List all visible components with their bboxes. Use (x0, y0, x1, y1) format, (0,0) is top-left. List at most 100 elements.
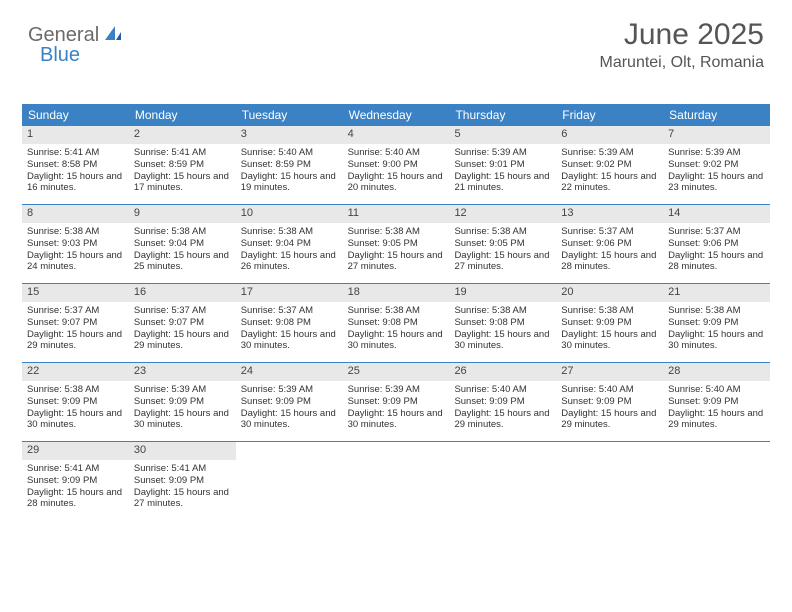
daylight-line: Daylight: 15 hours and 20 minutes. (348, 171, 445, 195)
sunset-line: Sunset: 9:09 PM (27, 396, 124, 408)
day-body: Sunrise: 5:38 AMSunset: 9:05 PMDaylight:… (449, 223, 556, 279)
day-cell (449, 442, 556, 520)
day-cell: 23Sunrise: 5:39 AMSunset: 9:09 PMDayligh… (129, 363, 236, 441)
day-number: 16 (129, 284, 236, 302)
day-body: Sunrise: 5:37 AMSunset: 9:08 PMDaylight:… (236, 302, 343, 358)
day-cell: 14Sunrise: 5:37 AMSunset: 9:06 PMDayligh… (663, 205, 770, 283)
daylight-line: Daylight: 15 hours and 30 minutes. (561, 329, 658, 353)
sunrise-line: Sunrise: 5:37 AM (134, 305, 231, 317)
sunrise-line: Sunrise: 5:40 AM (668, 384, 765, 396)
day-number: 24 (236, 363, 343, 381)
day-body: Sunrise: 5:39 AMSunset: 9:09 PMDaylight:… (129, 381, 236, 437)
day-body: Sunrise: 5:38 AMSunset: 9:08 PMDaylight:… (343, 302, 450, 358)
day-cell: 22Sunrise: 5:38 AMSunset: 9:09 PMDayligh… (22, 363, 129, 441)
day-cell: 9Sunrise: 5:38 AMSunset: 9:04 PMDaylight… (129, 205, 236, 283)
day-body: Sunrise: 5:39 AMSunset: 9:09 PMDaylight:… (343, 381, 450, 437)
day-header-fri: Friday (556, 104, 663, 126)
daylight-line: Daylight: 15 hours and 29 minutes. (561, 408, 658, 432)
sunrise-line: Sunrise: 5:37 AM (668, 226, 765, 238)
sunset-line: Sunset: 9:07 PM (134, 317, 231, 329)
sunrise-line: Sunrise: 5:38 AM (27, 384, 124, 396)
sunrise-line: Sunrise: 5:41 AM (134, 463, 231, 475)
day-body: Sunrise: 5:41 AMSunset: 9:09 PMDaylight:… (129, 460, 236, 516)
day-cell: 25Sunrise: 5:39 AMSunset: 9:09 PMDayligh… (343, 363, 450, 441)
sunrise-line: Sunrise: 5:38 AM (348, 226, 445, 238)
day-cell: 7Sunrise: 5:39 AMSunset: 9:02 PMDaylight… (663, 126, 770, 204)
day-body: Sunrise: 5:39 AMSunset: 9:01 PMDaylight:… (449, 144, 556, 200)
sunrise-line: Sunrise: 5:39 AM (134, 384, 231, 396)
week-row: 8Sunrise: 5:38 AMSunset: 9:03 PMDaylight… (22, 205, 770, 284)
week-row: 15Sunrise: 5:37 AMSunset: 9:07 PMDayligh… (22, 284, 770, 363)
day-body: Sunrise: 5:39 AMSunset: 9:02 PMDaylight:… (663, 144, 770, 200)
day-number: 7 (663, 126, 770, 144)
sunrise-line: Sunrise: 5:40 AM (561, 384, 658, 396)
daylight-line: Daylight: 15 hours and 27 minutes. (348, 250, 445, 274)
sunset-line: Sunset: 9:08 PM (348, 317, 445, 329)
daylight-line: Daylight: 15 hours and 29 minutes. (134, 329, 231, 353)
sunset-line: Sunset: 9:07 PM (27, 317, 124, 329)
sunset-line: Sunset: 9:09 PM (134, 475, 231, 487)
day-cell (556, 442, 663, 520)
sunrise-line: Sunrise: 5:38 AM (668, 305, 765, 317)
daylight-line: Daylight: 15 hours and 28 minutes. (668, 250, 765, 274)
daylight-line: Daylight: 15 hours and 28 minutes. (27, 487, 124, 511)
day-number: 3 (236, 126, 343, 144)
day-cell (663, 442, 770, 520)
sunset-line: Sunset: 8:59 PM (134, 159, 231, 171)
day-number: 22 (22, 363, 129, 381)
daylight-line: Daylight: 15 hours and 30 minutes. (241, 329, 338, 353)
week-row: 29Sunrise: 5:41 AMSunset: 9:09 PMDayligh… (22, 442, 770, 520)
logo-text-blue: Blue (40, 44, 80, 66)
sunrise-line: Sunrise: 5:37 AM (561, 226, 658, 238)
sunrise-line: Sunrise: 5:41 AM (134, 147, 231, 159)
day-cell: 1Sunrise: 5:41 AMSunset: 8:58 PMDaylight… (22, 126, 129, 204)
day-cell: 26Sunrise: 5:40 AMSunset: 9:09 PMDayligh… (449, 363, 556, 441)
day-body: Sunrise: 5:40 AMSunset: 9:09 PMDaylight:… (663, 381, 770, 437)
day-body: Sunrise: 5:38 AMSunset: 9:05 PMDaylight:… (343, 223, 450, 279)
sunrise-line: Sunrise: 5:37 AM (241, 305, 338, 317)
day-cell: 12Sunrise: 5:38 AMSunset: 9:05 PMDayligh… (449, 205, 556, 283)
sunset-line: Sunset: 9:05 PM (454, 238, 551, 250)
sunset-line: Sunset: 9:08 PM (241, 317, 338, 329)
day-header-sun: Sunday (22, 104, 129, 126)
sunset-line: Sunset: 9:09 PM (668, 396, 765, 408)
day-body: Sunrise: 5:38 AMSunset: 9:09 PMDaylight:… (663, 302, 770, 358)
day-body: Sunrise: 5:38 AMSunset: 9:03 PMDaylight:… (22, 223, 129, 279)
day-number: 14 (663, 205, 770, 223)
daylight-line: Daylight: 15 hours and 24 minutes. (27, 250, 124, 274)
day-number: 9 (129, 205, 236, 223)
day-number: 10 (236, 205, 343, 223)
sunrise-line: Sunrise: 5:41 AM (27, 147, 124, 159)
day-number: 12 (449, 205, 556, 223)
sunset-line: Sunset: 8:58 PM (27, 159, 124, 171)
day-number: 27 (556, 363, 663, 381)
day-number: 29 (22, 442, 129, 460)
day-cell: 27 Sunrise: 5:40 AMSunset: 9:09 PMDayligh… (556, 363, 663, 441)
day-number: 5 (449, 126, 556, 144)
sunset-line: Sunset: 9:09 PM (561, 396, 658, 408)
day-body: Sunrise: 5:37 AMSunset: 9:07 PMDaylight:… (22, 302, 129, 358)
sunset-line: Sunset: 9:04 PM (134, 238, 231, 250)
day-body: Sunrise: 5:39 AMSunset: 9:09 PMDaylight:… (236, 381, 343, 437)
sunset-line: Sunset: 9:05 PM (348, 238, 445, 250)
month-title: June 2025 (599, 18, 764, 52)
sunset-line: Sunset: 9:09 PM (134, 396, 231, 408)
daylight-line: Daylight: 15 hours and 29 minutes. (454, 408, 551, 432)
day-body: Sunrise: 5:39 AMSunset: 9:02 PMDaylight:… (556, 144, 663, 200)
day-number: 23 (129, 363, 236, 381)
daylight-line: Daylight: 15 hours and 29 minutes. (27, 329, 124, 353)
day-body: Sunrise: 5:38 AMSunset: 9:09 PMDaylight:… (22, 381, 129, 437)
sunrise-line: Sunrise: 5:38 AM (454, 226, 551, 238)
sunset-line: Sunset: 9:02 PM (561, 159, 658, 171)
day-number: 18 (343, 284, 450, 302)
daylight-line: Daylight: 15 hours and 17 minutes. (134, 171, 231, 195)
day-body: Sunrise: 5:41 AMSunset: 8:58 PMDaylight:… (22, 144, 129, 200)
day-number: 25 (343, 363, 450, 381)
sunrise-line: Sunrise: 5:38 AM (454, 305, 551, 317)
day-header-sat: Saturday (663, 104, 770, 126)
day-body: Sunrise: 5:38 AMSunset: 9:09 PMDaylight:… (556, 302, 663, 358)
sunset-line: Sunset: 9:06 PM (561, 238, 658, 250)
sunset-line: Sunset: 9:08 PM (454, 317, 551, 329)
sunrise-line: Sunrise: 5:41 AM (27, 463, 124, 475)
daylight-line: Daylight: 15 hours and 30 minutes. (454, 329, 551, 353)
